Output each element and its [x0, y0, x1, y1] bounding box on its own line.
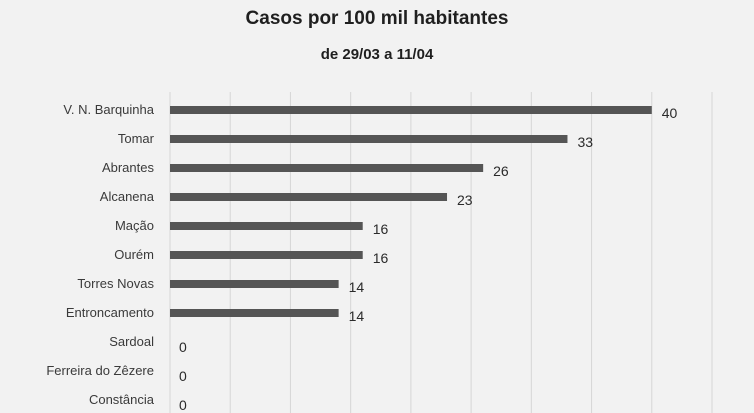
category-label: Sardoal	[109, 334, 154, 349]
bar	[170, 251, 363, 259]
category-label: Abrantes	[102, 160, 155, 175]
data-label: 0	[179, 397, 187, 413]
category-label: Entroncamento	[66, 305, 154, 320]
data-label: 14	[349, 308, 365, 324]
data-label: 0	[179, 368, 187, 384]
category-label: V. N. Barquinha	[63, 102, 154, 117]
data-label: 14	[349, 279, 365, 295]
bar	[170, 280, 339, 288]
data-label: 33	[577, 134, 593, 150]
category-label: Constância	[89, 392, 155, 407]
chart-subtitle: de 29/03 a 11/04	[320, 46, 434, 63]
chart-title: Casos por 100 mil habitantes	[245, 8, 509, 29]
category-label: Torres Novas	[77, 276, 154, 291]
bar	[170, 106, 652, 114]
bar	[170, 164, 484, 172]
data-label: 23	[457, 192, 473, 208]
data-label: 16	[373, 221, 389, 237]
category-label: Tomar	[118, 131, 155, 146]
bar	[170, 309, 339, 317]
category-label: Mação	[115, 218, 154, 233]
data-label: 26	[493, 163, 509, 179]
bar	[170, 135, 568, 143]
category-label: Alcanena	[100, 189, 155, 204]
category-label: Ourém	[114, 247, 154, 262]
category-label: Ferreira do Zêzere	[46, 363, 154, 378]
data-label: 16	[373, 250, 389, 266]
data-label: 0	[179, 339, 187, 355]
bar	[170, 193, 448, 201]
bar	[170, 222, 363, 230]
data-label: 40	[662, 105, 678, 121]
